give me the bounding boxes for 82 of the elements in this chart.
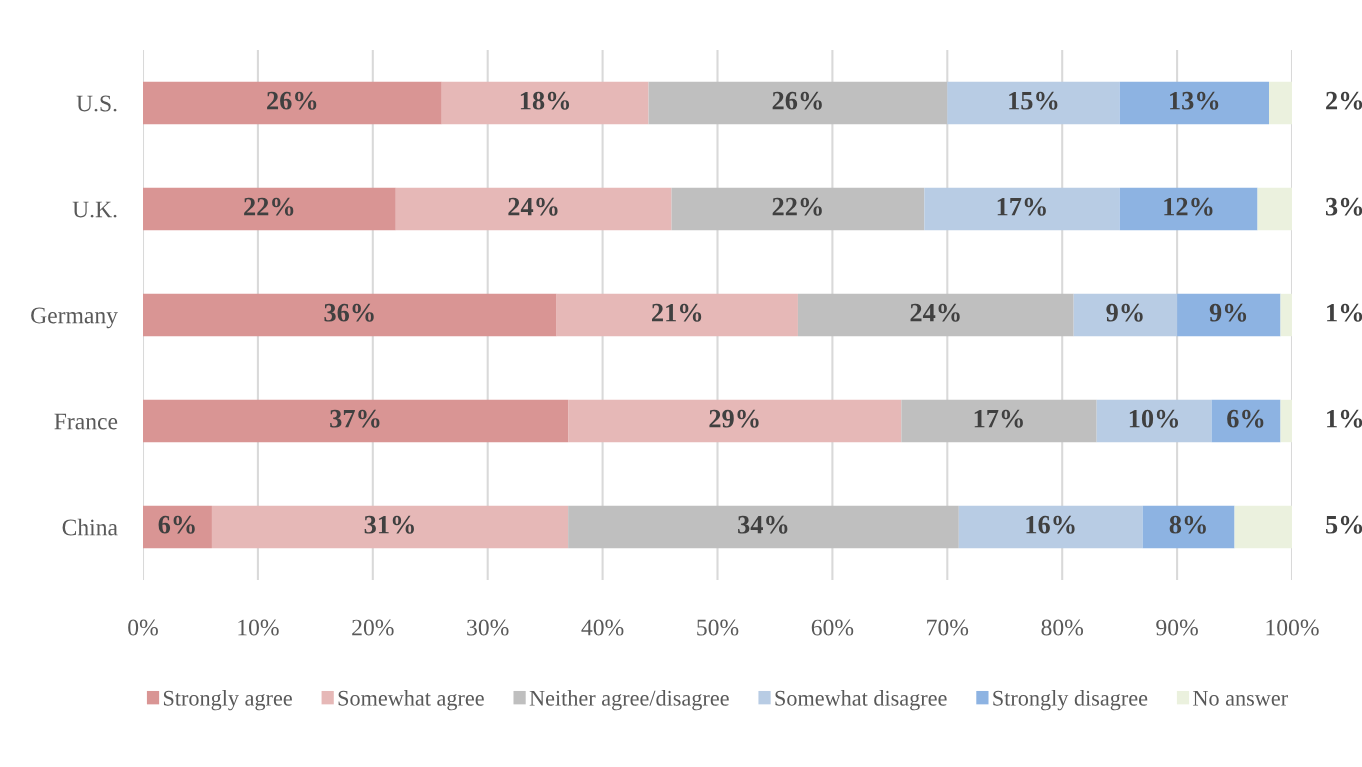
data-label: 36% [324,303,374,322]
legend-label: No answer [1193,690,1288,706]
data-label: 24% [508,197,558,216]
bar [1234,505,1292,549]
data-label: 29% [709,409,759,428]
data-label: 12% [1164,197,1213,216]
data-label: 6% [1227,409,1264,428]
bar [1096,399,1212,443]
bar [1119,187,1258,231]
y-tick-label: China [62,518,118,536]
bar [648,81,948,125]
data-label: 22% [244,197,294,216]
bar [1280,293,1292,337]
x-tick-label: 10% [238,619,279,636]
x-tick-label: 40% [581,619,624,636]
data-label: 1% [1327,409,1362,428]
y-tick-label: France [54,413,118,430]
x-tick-label: 70% [927,619,969,636]
data-label: 10% [1129,409,1179,428]
data-label: 16% [1026,515,1075,534]
x-tick-label: 60% [811,619,854,636]
bar [395,187,672,231]
bar [1211,399,1281,443]
data-label: 1% [1327,303,1362,322]
data-label: 13% [1170,91,1219,110]
bar [671,187,925,231]
bar [1177,293,1281,337]
bar [901,399,1097,443]
data-label: 17% [974,409,1023,428]
data-label: 3% [1325,197,1362,216]
x-tick-label: 80% [1041,619,1084,636]
data-label: 21% [652,303,702,322]
bar [143,505,212,549]
legend-label: Neither agree/disagree [529,690,729,711]
data-label: 6% [158,515,195,534]
data-label: 22% [772,197,822,216]
x-tick-label: 50% [697,619,739,636]
data-label: 26% [267,91,317,110]
legend-label: Somewhat agree [338,690,484,711]
bar [568,505,959,549]
legend-label: Strongly disagree [993,690,1148,711]
bar [143,81,442,125]
bar [556,293,798,337]
bar [1119,81,1270,125]
x-tick-label: 30% [467,619,509,636]
data-label: 8% [1169,515,1206,534]
bar [958,505,1143,549]
bar [143,399,569,443]
data-label: 34% [738,515,788,534]
data-label: 18% [520,91,570,110]
x-tick-label: 20% [352,619,394,636]
y-tick-label: U.K. [72,201,117,218]
x-tick-label: 0% [128,619,158,636]
data-label: 9% [1209,303,1247,322]
legend-label: Somewhat disagree [775,690,947,711]
bar [1280,399,1292,443]
bar [1142,505,1235,549]
data-label: 5% [1326,515,1362,534]
bar [1257,187,1292,231]
bar [143,293,557,337]
bar [441,81,649,125]
data-label: 37% [330,409,380,428]
data-label: 15% [1009,91,1058,110]
bar [143,187,396,231]
x-tick-label: 90% [1156,619,1198,636]
y-tick-label: Germany [31,307,118,329]
data-label: 31% [364,515,414,534]
legend-label: Strongly agree [163,690,292,711]
bar [568,399,902,443]
bar [1073,293,1178,337]
bar [947,81,1120,125]
bar [797,293,1074,337]
data-label: 2% [1326,91,1362,110]
data-label: 9% [1106,303,1143,322]
bar [924,187,1120,231]
bar [211,505,569,549]
bar [1269,81,1292,125]
data-label: 24% [910,303,960,322]
data-label: 26% [772,91,822,110]
data-label: 17% [997,197,1046,216]
y-tick-label: U.S. [76,95,117,112]
x-tick-label: 100% [1266,619,1319,636]
